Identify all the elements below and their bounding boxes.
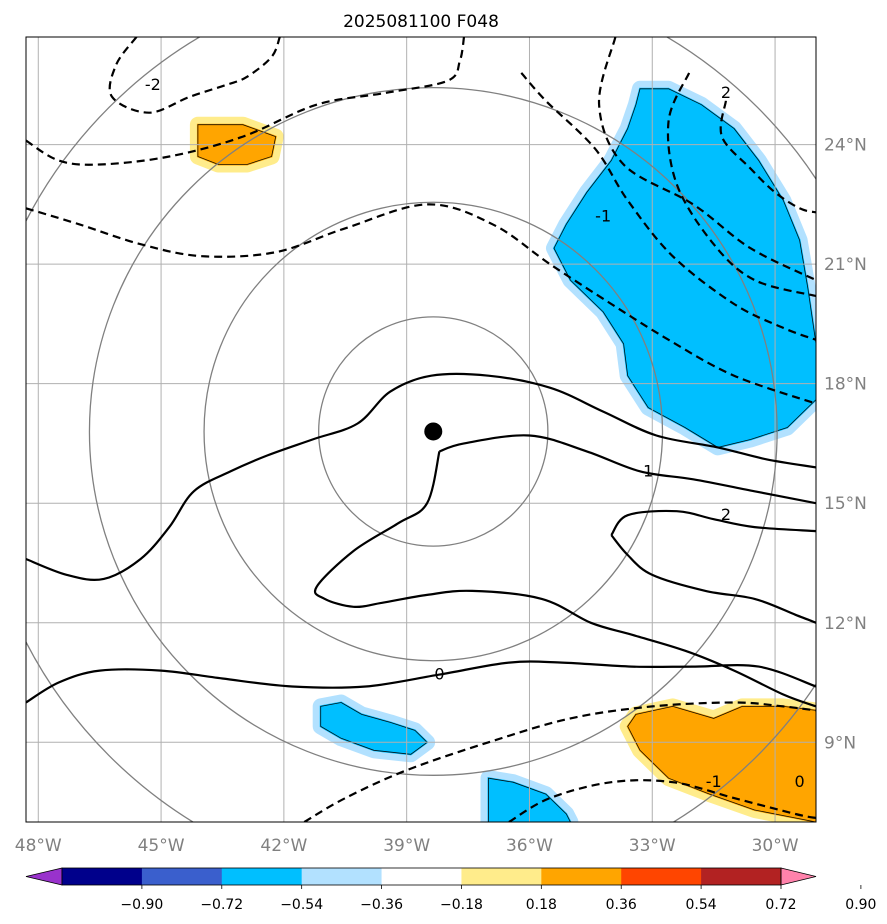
contour-line (108, 37, 281, 114)
colorbar-bin (541, 868, 622, 885)
range-ring (203, 201, 664, 662)
colorbar-tick-label: −0.18 (440, 897, 483, 913)
x-tick-label: 48°W (15, 836, 62, 856)
contour-label: -1 (706, 772, 722, 791)
contour-line (26, 372, 816, 581)
colorbar-bin (62, 868, 143, 885)
contour-label: 2 (721, 83, 731, 102)
colorbar-bin (141, 868, 223, 885)
contour-line (508, 779, 816, 822)
colorbar-bin (301, 868, 383, 885)
x-tick-label: 45°W (138, 836, 185, 856)
contour-line (597, 37, 816, 282)
x-tick-label: 39°W (383, 836, 430, 856)
contour-layer (26, 37, 816, 822)
colorbar-tick-label: −0.36 (360, 897, 403, 913)
fill-region-outline (627, 705, 816, 822)
colorbar-bin (221, 868, 303, 885)
contour-label: 2 (721, 505, 731, 524)
grid-layer (26, 37, 816, 822)
contour-line (719, 100, 816, 214)
range-rings-layer (26, 37, 816, 822)
chart-title: 2025081100 F048 (343, 12, 499, 32)
contour-label: 0 (434, 665, 444, 684)
colorbar-tick-label: 0.90 (845, 897, 876, 913)
y-tick-label: 18°N (824, 375, 867, 395)
colorbar-tick-label: 0.18 (526, 897, 557, 913)
contour-line (439, 434, 816, 505)
contour-line (26, 203, 816, 405)
colorbar-extend-high (780, 867, 817, 886)
colorbar-tick-label: 0.54 (686, 897, 717, 913)
y-tick-label: 9°N (824, 733, 856, 753)
colorbar: −0.90 −0.72 −0.54 −0.36 −0.18 0.18 0.36 0.54 0.7… (25, 867, 876, 913)
contour-line (520, 72, 816, 341)
contour-label: -1 (595, 206, 611, 225)
y-tick-label: 24°N (824, 136, 867, 156)
colorbar-tick-label: −0.90 (120, 897, 163, 913)
y-tick-label: 12°N (824, 614, 867, 634)
contour-label: -2 (145, 75, 161, 94)
contour-line (26, 660, 816, 704)
fill-region-outline (488, 777, 571, 822)
axis-ticks-layer: 48°W 45°W 42°W 39°W 36°W 33°W 30°W 9°N 12°N 15°N 1… (15, 136, 867, 856)
plot-frame (25, 36, 817, 823)
center-marker-layer (424, 422, 443, 441)
x-tick-label: 42°W (260, 836, 307, 856)
x-tick-label: 33°W (629, 836, 676, 856)
y-tick-label: 15°N (824, 494, 867, 514)
colorbar-frame (61, 867, 782, 886)
x-tick-label: 36°W (506, 836, 553, 856)
fill-layer (189, 80, 816, 822)
contour-line (610, 534, 816, 624)
contour-line (313, 451, 816, 708)
contour-line (666, 72, 816, 298)
colorbar-tick-label: −0.72 (200, 897, 243, 913)
contour-label: 0 (795, 772, 805, 791)
colorbar-tick-label: 0.72 (765, 897, 796, 913)
range-ring (318, 316, 549, 547)
contour-labels-layer: -2 2 -1 1 2 0 -1 0 (145, 75, 805, 791)
contour-line (610, 509, 816, 536)
fill-region-outline (197, 124, 277, 165)
contour-label: 1 (643, 461, 653, 480)
contour-line (26, 37, 466, 166)
colorbar-bin (701, 868, 782, 885)
contour-line (303, 701, 816, 822)
fill-region-outline (553, 88, 816, 448)
plot-area (26, 37, 816, 822)
colorbar-bin (461, 868, 542, 885)
colorbar-bin (381, 868, 462, 885)
colorbar-extend-low (25, 867, 63, 886)
range-ring (88, 87, 778, 776)
x-tick-label: 30°W (752, 836, 799, 856)
colorbar-tick-label: 0.36 (606, 897, 637, 913)
colorbar-tick-label: −0.54 (280, 897, 323, 913)
storm-center-marker (424, 422, 443, 441)
y-tick-label: 21°N (824, 255, 867, 275)
colorbar-bin (621, 868, 702, 885)
